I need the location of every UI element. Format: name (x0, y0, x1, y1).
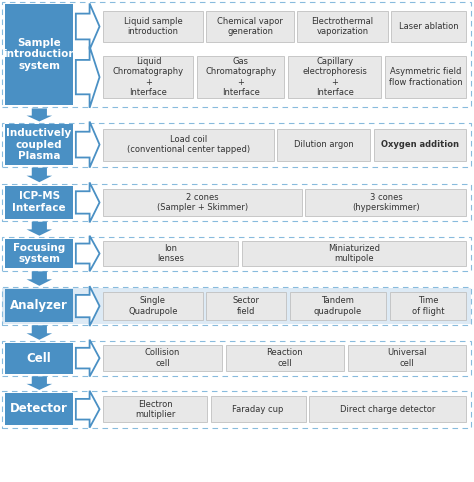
Text: Oxygen addition: Oxygen addition (381, 140, 459, 149)
FancyBboxPatch shape (226, 346, 344, 371)
FancyBboxPatch shape (206, 11, 293, 42)
Text: Asymmetric field
flow fractionation: Asymmetric field flow fractionation (389, 67, 463, 87)
Text: Dilution argon: Dilution argon (294, 140, 354, 149)
Polygon shape (76, 121, 100, 168)
Polygon shape (76, 183, 100, 222)
Polygon shape (27, 325, 52, 340)
Polygon shape (76, 391, 100, 428)
Text: Electrothermal
vaporization: Electrothermal vaporization (311, 17, 374, 36)
Bar (2, 123, 471, 167)
Text: Gas
Chromatography
+
Interface: Gas Chromatography + Interface (205, 57, 276, 97)
FancyBboxPatch shape (103, 188, 301, 216)
FancyBboxPatch shape (392, 11, 466, 42)
FancyBboxPatch shape (5, 393, 73, 425)
Polygon shape (76, 286, 100, 326)
FancyBboxPatch shape (5, 4, 73, 105)
Text: ICP-MS
Interface: ICP-MS Interface (12, 191, 66, 213)
Bar (2, 287, 471, 325)
FancyBboxPatch shape (103, 129, 273, 161)
Text: Load coil
(conventional center tapped): Load coil (conventional center tapped) (127, 135, 250, 154)
FancyBboxPatch shape (103, 56, 193, 98)
Bar (2, 237, 471, 271)
FancyBboxPatch shape (277, 129, 370, 161)
FancyBboxPatch shape (288, 56, 381, 98)
FancyBboxPatch shape (290, 292, 386, 320)
Text: 2 cones
(Sampler + Skimmer): 2 cones (Sampler + Skimmer) (157, 193, 248, 212)
FancyBboxPatch shape (5, 124, 73, 165)
Text: Liquid
Chromatography
+
Interface: Liquid Chromatography + Interface (113, 57, 184, 97)
Bar (2, 391, 471, 428)
Text: 3 cones
(hyperskimmer): 3 cones (hyperskimmer) (352, 193, 420, 212)
FancyBboxPatch shape (103, 346, 222, 371)
Polygon shape (76, 340, 100, 376)
Text: Faraday cup: Faraday cup (232, 405, 284, 414)
FancyBboxPatch shape (348, 346, 466, 371)
Text: Reaction
cell: Reaction cell (266, 348, 303, 368)
FancyBboxPatch shape (242, 241, 466, 266)
FancyBboxPatch shape (5, 186, 73, 219)
Text: Focusing
system: Focusing system (13, 243, 65, 264)
FancyBboxPatch shape (103, 11, 202, 42)
FancyBboxPatch shape (210, 397, 306, 422)
Text: Direct charge detector: Direct charge detector (340, 405, 436, 414)
FancyBboxPatch shape (305, 188, 466, 216)
FancyBboxPatch shape (297, 11, 388, 42)
Polygon shape (27, 168, 52, 182)
FancyBboxPatch shape (197, 56, 284, 98)
Text: Time
of flight: Time of flight (412, 296, 444, 316)
Text: Single
Quadrupole: Single Quadrupole (128, 296, 178, 316)
Polygon shape (76, 236, 100, 271)
Bar (2, 341, 471, 376)
FancyBboxPatch shape (374, 129, 466, 161)
Bar (2, 2, 471, 107)
FancyBboxPatch shape (5, 289, 73, 322)
Bar (2, 184, 471, 221)
FancyBboxPatch shape (103, 397, 207, 422)
FancyBboxPatch shape (103, 241, 238, 266)
FancyBboxPatch shape (5, 343, 73, 374)
Text: Universal
cell: Universal cell (387, 348, 427, 368)
Polygon shape (27, 376, 52, 390)
Text: Cell: Cell (27, 352, 52, 364)
Text: Collision
cell: Collision cell (145, 348, 180, 368)
Text: Chemical vapor
generation: Chemical vapor generation (217, 17, 283, 36)
Text: Laser ablation: Laser ablation (399, 22, 459, 31)
Text: Sample
introduction
system: Sample introduction system (3, 38, 75, 71)
Polygon shape (27, 108, 52, 121)
Bar (2, 288, 471, 324)
Polygon shape (27, 271, 52, 286)
Text: Sector
field: Sector field (233, 296, 260, 316)
Text: Analyzer: Analyzer (10, 299, 68, 312)
Text: Liquid sample
introduction: Liquid sample introduction (124, 17, 182, 36)
FancyBboxPatch shape (385, 56, 466, 98)
Polygon shape (27, 222, 52, 236)
FancyBboxPatch shape (390, 292, 466, 320)
Polygon shape (76, 3, 100, 50)
FancyBboxPatch shape (206, 292, 286, 320)
Text: Miniaturized
multipole: Miniaturized multipole (328, 244, 380, 263)
Text: Inductively
coupled
Plasma: Inductively coupled Plasma (7, 128, 72, 161)
Text: Detector: Detector (10, 402, 68, 415)
Text: Tandem
quadrupole: Tandem quadrupole (314, 296, 362, 316)
FancyBboxPatch shape (5, 239, 73, 268)
Text: Ion
lenses: Ion lenses (157, 244, 184, 263)
Polygon shape (76, 46, 100, 108)
FancyBboxPatch shape (310, 397, 466, 422)
FancyBboxPatch shape (103, 292, 202, 320)
Text: Capillary
electrophoresis
+
Interface: Capillary electrophoresis + Interface (302, 57, 367, 97)
Text: Electron
multiplier: Electron multiplier (135, 400, 175, 419)
